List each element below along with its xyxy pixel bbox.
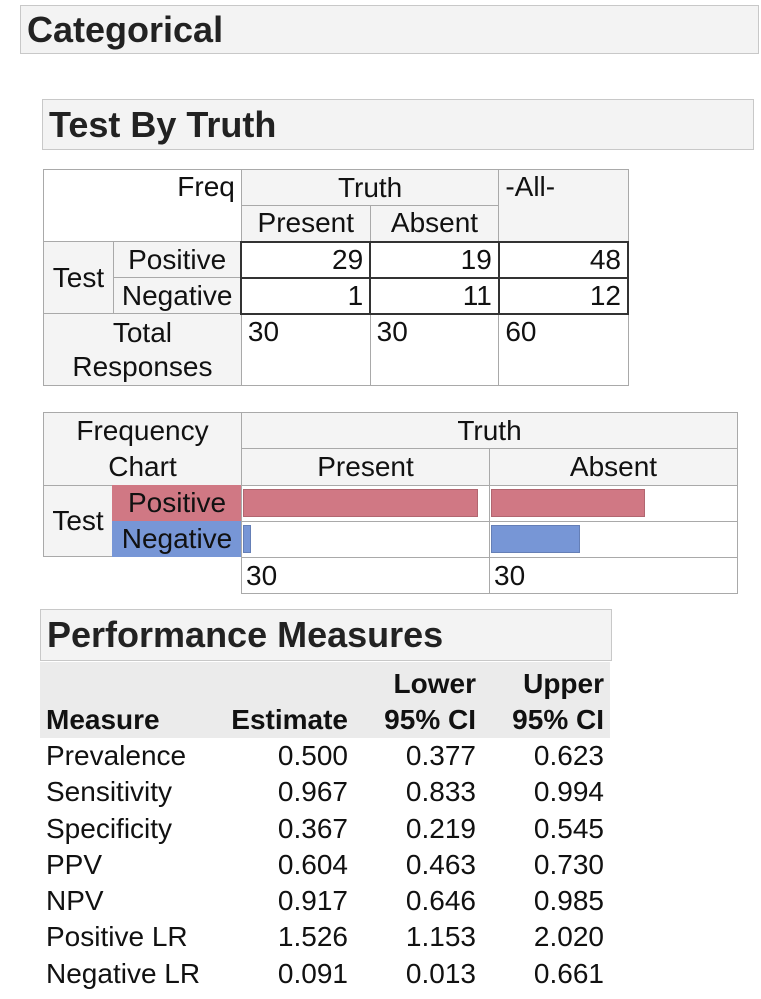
table-row: Specificity 0.367 0.219 0.545 <box>40 811 610 847</box>
cell-negative-absent: 11 <box>369 276 500 315</box>
contingency-table: Freq Truth -All- Present Absent Test Pos… <box>43 169 630 386</box>
upper-ci-value: 0.994 <box>533 776 604 808</box>
test-row-group: Test <box>43 241 114 314</box>
header-upper: Upper 95% CI <box>482 662 610 738</box>
bar-positive-absent <box>491 489 645 517</box>
lower-ci-value: 0.646 <box>405 885 476 917</box>
cell-positive-absent: 19 <box>369 240 500 279</box>
freq-chart-truth-header: Truth <box>241 412 738 449</box>
freq-chart-total-present: 30 <box>241 557 490 594</box>
row-header-negative: Negative <box>112 277 242 314</box>
lower-ci-value: 0.377 <box>405 740 476 771</box>
table-row: Sensitivity 0.967 0.833 0.994 <box>40 774 610 810</box>
bar-negative-present <box>243 525 251 553</box>
freq-chart-test-group: Test <box>43 485 113 557</box>
outline-test-by-truth-title: Test By Truth <box>49 103 277 145</box>
upper-ci-value: 0.545 <box>533 812 604 844</box>
estimate-value: 1.526 <box>277 921 348 953</box>
lower-ci-value: 0.833 <box>405 776 476 808</box>
lower-ci-value: 1.153 <box>405 921 476 953</box>
upper-ci-value: 0.730 <box>533 848 604 880</box>
cell-negative-present: 1 <box>240 276 372 315</box>
estimate-value: 0.500 <box>277 740 348 771</box>
measure-name: NPV <box>46 885 104 917</box>
cell-positive-present: 29 <box>240 240 372 279</box>
row-header-positive: Positive <box>112 241 242 278</box>
freq-chart-col-absent: Absent <box>489 448 738 486</box>
header-lower: Lower 95% CI <box>354 662 482 738</box>
col-header-present: Present <box>240 205 371 242</box>
estimate-value: 0.091 <box>277 957 348 989</box>
freq-plot-cell-neg-present <box>241 521 490 558</box>
measure-name: Negative LR <box>46 957 201 989</box>
table-row: Positive LR 1.526 1.153 2.020 <box>40 919 610 955</box>
header-estimate: Estimate <box>212 662 354 738</box>
measure-name: Prevalence <box>46 740 187 771</box>
lower-ci-value: 0.463 <box>405 848 476 880</box>
table-row: PPV 0.604 0.463 0.730 <box>40 847 610 883</box>
outline-categorical-title: Categorical <box>27 8 224 50</box>
total-absent: 30 <box>369 313 500 386</box>
truth-col-group: Truth <box>240 169 500 206</box>
table-row: Prevalence 0.500 0.377 0.623 <box>40 738 610 774</box>
bar-positive-present <box>243 489 478 517</box>
freq-chart-row-negative: Negative <box>112 521 242 557</box>
freq-chart-row-positive: Positive <box>112 485 242 521</box>
header-measure-label: Measure <box>46 704 160 735</box>
header-lower-line-1: Lower <box>393 668 476 699</box>
outline-test-by-truth-header[interactable]: Test By Truth <box>42 99 754 150</box>
freq-chart-corner-label-1: Frequency <box>76 415 209 446</box>
total-responses-label: Total Responses <box>43 313 242 386</box>
measure-name: Positive LR <box>46 921 188 953</box>
estimate-value: 0.917 <box>277 885 348 917</box>
all-col-header: -All- <box>498 169 629 242</box>
total-present: 30 <box>240 313 371 386</box>
lower-ci-value: 0.219 <box>405 812 476 844</box>
upper-ci-value: 0.623 <box>533 740 604 771</box>
bar-negative-absent <box>491 525 580 553</box>
freq-chart-total-present-value: 30 <box>246 559 278 591</box>
freq-corner-label: Freq <box>43 169 242 242</box>
measure-name: Sensitivity <box>46 776 173 808</box>
cell-positive-all: 48 <box>497 240 630 279</box>
measure-name: Specificity <box>46 812 173 844</box>
cell-negative-all: 12 <box>497 276 630 315</box>
col-header-absent: Absent <box>369 205 500 242</box>
freq-chart-col-absent-label: Absent <box>569 451 658 482</box>
total-all: 60 <box>498 313 629 386</box>
upper-ci-value: 0.985 <box>533 885 604 917</box>
estimate-value: 0.367 <box>277 812 348 844</box>
freq-chart-corner-label-2: Chart <box>108 451 177 482</box>
freq-chart-col-present-label: Present <box>317 451 414 482</box>
header-lower-line-2: 95% CI <box>384 704 476 735</box>
table-row: NPV 0.917 0.646 0.985 <box>40 883 610 919</box>
lower-ci-value: 0.013 <box>405 957 476 989</box>
freq-chart-total-absent: 30 <box>489 557 738 594</box>
header-measure: Measure <box>40 662 212 738</box>
measure-name: PPV <box>46 848 103 880</box>
outline-performance-title: Performance Measures <box>47 614 444 655</box>
freq-chart-test-label: Test <box>52 505 104 536</box>
freq-chart-col-present: Present <box>241 448 490 486</box>
estimate-value: 0.604 <box>277 848 348 880</box>
outline-performance-header[interactable]: Performance Measures <box>40 609 612 661</box>
freq-chart-row-negative-label: Negative <box>121 523 233 554</box>
upper-ci-value: 2.020 <box>533 921 604 953</box>
outline-categorical-header[interactable]: Categorical <box>20 5 759 54</box>
performance-table: Measure Estimate Lower 95% CI Upper 95% … <box>40 662 610 992</box>
header-estimate-label: Estimate <box>231 704 348 735</box>
freq-chart-corner: Frequency Chart <box>43 412 242 486</box>
upper-ci-value: 0.661 <box>533 957 604 989</box>
header-upper-line-2: 95% CI <box>512 704 604 735</box>
freq-chart-truth-label: Truth <box>457 414 522 446</box>
estimate-value: 0.967 <box>277 776 348 808</box>
freq-chart-row-positive-label: Positive <box>127 487 227 518</box>
header-upper-line-1: Upper <box>523 668 604 699</box>
table-row: Negative LR 0.091 0.013 0.661 <box>40 956 610 992</box>
freq-chart-total-absent-value: 30 <box>494 559 526 591</box>
